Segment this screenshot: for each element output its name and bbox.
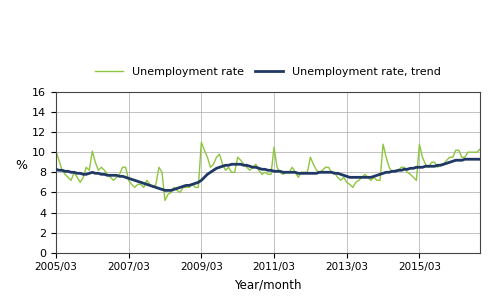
X-axis label: Year/month: Year/month bbox=[234, 278, 302, 291]
Line: Unemployment rate, trend: Unemployment rate, trend bbox=[56, 159, 480, 190]
Unemployment rate, trend bbox=[196, 181, 201, 184]
Unemployment rate, trend bbox=[162, 188, 168, 192]
Unemployment rate, trend bbox=[416, 166, 422, 169]
Unemployment rate, trend bbox=[426, 164, 432, 168]
Unemployment rate bbox=[198, 140, 204, 144]
Unemployment rate, trend bbox=[462, 157, 468, 161]
Unemployment rate bbox=[196, 185, 201, 189]
Unemployment rate bbox=[53, 149, 59, 153]
Unemployment rate bbox=[56, 159, 62, 162]
Y-axis label: %: % bbox=[15, 159, 27, 172]
Unemployment rate, trend bbox=[459, 159, 465, 162]
Legend: Unemployment rate, Unemployment rate, trend: Unemployment rate, Unemployment rate, tr… bbox=[91, 62, 445, 81]
Unemployment rate, trend bbox=[477, 157, 483, 161]
Unemployment rate, trend bbox=[53, 167, 59, 171]
Unemployment rate bbox=[162, 199, 168, 202]
Unemployment rate bbox=[462, 155, 468, 159]
Line: Unemployment rate: Unemployment rate bbox=[56, 142, 480, 200]
Unemployment rate bbox=[477, 147, 483, 151]
Unemployment rate bbox=[429, 160, 435, 164]
Unemployment rate, trend bbox=[56, 169, 62, 172]
Unemployment rate, trend bbox=[77, 171, 83, 175]
Unemployment rate bbox=[419, 155, 425, 159]
Unemployment rate bbox=[77, 181, 83, 184]
